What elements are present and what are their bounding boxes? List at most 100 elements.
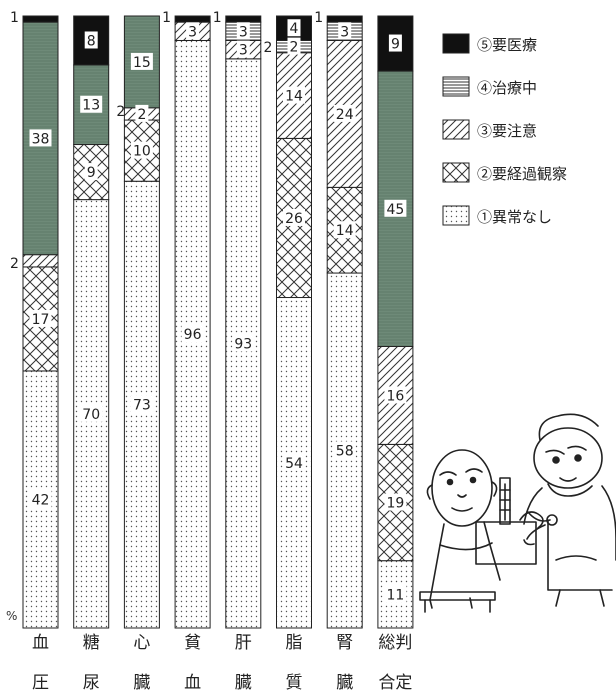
doctor-patient-cartoon-icon (419, 413, 616, 613)
outside-label-3: 1 (162, 10, 171, 26)
outside-label-6: 1 (314, 10, 323, 26)
segment-label-bg (283, 208, 305, 226)
bar-segment-3-medical (174, 15, 211, 23)
segment-label-bg (287, 19, 301, 37)
segment-label-5-caution: 14 (285, 89, 303, 105)
category-label-0-0: 血 (32, 633, 49, 653)
segment-label-2-treating: 15 (133, 55, 151, 71)
segment-label-7-observe: 19 (386, 496, 404, 512)
segment-label-1-treating: 13 (82, 98, 100, 114)
bar-segment-7-medical (377, 15, 414, 72)
segment-label-bg (80, 95, 103, 113)
segment-label-bg (80, 404, 103, 422)
bar-segment-6-medical (326, 15, 363, 23)
segment-label-7-treating: 45 (386, 202, 404, 218)
segment-label-bg (388, 34, 402, 52)
segment-label-bg (130, 52, 153, 70)
legend-label-medical: ⑤要医療 (477, 36, 537, 54)
segment-label-bg (283, 453, 305, 471)
legend-label-treating: ④治療中 (477, 79, 537, 97)
segment-label-bg (338, 22, 352, 40)
segment-label-0-normal: 42 (32, 492, 50, 508)
segment-label-bg (384, 199, 407, 217)
segment-label-bg (384, 585, 407, 603)
category-label-5-1: 質 (286, 673, 303, 693)
category-label-3-1: 血 (184, 673, 201, 693)
segment-label-7-medical: 9 (391, 37, 400, 53)
segment-label-0-observe: 17 (32, 312, 50, 328)
segment-label-2-observe: 10 (133, 144, 151, 160)
segment-label-3-caution: 3 (188, 24, 197, 40)
legend-label-normal: ①異常なし (477, 208, 552, 226)
legend-swatch-normal (442, 205, 470, 226)
category-label-1-0: 糖 (83, 633, 100, 653)
outside-label-0: 1 (10, 10, 19, 26)
legend-swatch-caution (442, 119, 470, 140)
segment-label-1-normal: 70 (82, 407, 100, 423)
segment-label-2-normal: 73 (133, 398, 151, 414)
segment-label-bg (384, 493, 407, 511)
segment-label-2-caution: 2 (137, 107, 146, 123)
y-axis: % (6, 609, 17, 623)
segment-label-5-treating: 2 (290, 40, 299, 56)
category-label-6-0: 腎 (336, 633, 353, 653)
outside-label-4: 1 (213, 10, 222, 26)
category-label-6-1: 臓 (336, 673, 353, 693)
legend-swatch-medical (442, 33, 470, 54)
segment-label-bg (232, 334, 255, 352)
category-label-2-1: 臓 (133, 673, 150, 693)
segment-label-bg (29, 490, 52, 508)
category-label-0-1: 圧 (32, 673, 49, 693)
bar-segment-4-medical (225, 15, 262, 23)
category-label-4-1: 臓 (235, 673, 252, 693)
segment-label-bg (84, 163, 98, 181)
segment-label-bg (236, 40, 250, 58)
segment-label-6-caution: 24 (336, 107, 354, 123)
segment-label-bg (29, 129, 52, 147)
category-label-7-0: 総判 (378, 633, 412, 653)
segment-label-1-medical: 8 (87, 33, 96, 49)
legend-swatch-observe (442, 162, 470, 183)
segment-label-bg (287, 37, 301, 55)
segment-label-5-medical: 4 (290, 21, 299, 37)
segment-label-4-normal: 93 (234, 336, 252, 352)
category-label-1-1: 尿 (83, 673, 100, 693)
segment-label-6-treating: 3 (340, 24, 349, 40)
y-axis-unit: % (6, 609, 17, 623)
outside-label-1: 2 (10, 256, 19, 272)
segment-label-6-normal: 58 (336, 444, 354, 460)
segment-labels: 4217387091387310215963933354261424581424… (10, 10, 407, 603)
segment-label-3-normal: 96 (184, 327, 202, 343)
segment-label-0-treating: 38 (32, 131, 50, 147)
segment-label-bg (130, 141, 153, 159)
category-label-3-0: 貧 (184, 633, 201, 653)
segment-label-5-normal: 54 (285, 456, 303, 472)
segment-label-bg (130, 395, 153, 413)
bars (22, 15, 414, 629)
category-label-4-0: 肝 (235, 633, 252, 653)
segment-label-bg (181, 325, 204, 343)
segment-label-1-observe: 9 (87, 165, 96, 181)
segment-label-bg (333, 221, 356, 239)
segment-label-bg (283, 86, 305, 104)
category-label-7-1: 合定 (378, 673, 412, 693)
category-label-5-0: 脂 (286, 633, 303, 653)
segment-label-7-normal: 11 (386, 587, 404, 603)
segment-label-bg (384, 386, 407, 404)
legend-swatch-treating (442, 76, 470, 97)
bar-segment-0-caution (22, 254, 59, 268)
segment-label-bg (84, 31, 98, 49)
segment-label-bg (186, 22, 200, 40)
outside-label-5: 2 (264, 40, 273, 56)
bar-segment-0-medical (22, 15, 59, 23)
segment-label-bg (135, 104, 149, 122)
segment-label-7-caution: 16 (386, 388, 404, 404)
segment-label-bg (333, 441, 356, 459)
segment-label-5-observe: 26 (285, 211, 303, 227)
legend: ⑤要医療 ④治療中 ③要注意 ②要経過観察 ①異常なし (442, 33, 567, 226)
outside-label-2: 2 (116, 104, 125, 120)
segment-label-bg (333, 104, 356, 122)
